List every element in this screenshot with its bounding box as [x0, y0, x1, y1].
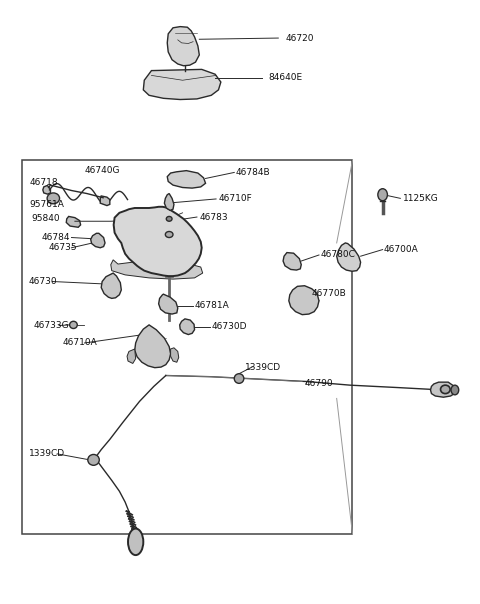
Text: 95840: 95840 [32, 214, 60, 223]
Ellipse shape [47, 193, 60, 204]
Text: 46730: 46730 [28, 277, 57, 286]
Polygon shape [167, 171, 205, 188]
Text: 46720: 46720 [286, 34, 314, 42]
Text: 46790: 46790 [305, 379, 333, 388]
Ellipse shape [165, 231, 173, 237]
Polygon shape [283, 252, 301, 270]
Text: 46733G: 46733G [33, 321, 69, 330]
Polygon shape [158, 294, 178, 314]
Ellipse shape [88, 454, 99, 465]
Text: 46770B: 46770B [312, 289, 347, 298]
Text: 46730D: 46730D [211, 322, 247, 331]
Polygon shape [100, 196, 110, 205]
Text: 46710F: 46710F [218, 194, 252, 204]
Ellipse shape [451, 385, 459, 395]
Bar [22, 161, 352, 534]
Text: 46780C: 46780C [321, 251, 355, 260]
Text: 1125KG: 1125KG [403, 194, 438, 203]
Text: 46735: 46735 [48, 243, 77, 252]
Text: 46783: 46783 [199, 213, 228, 222]
Text: 46718: 46718 [29, 178, 58, 187]
Polygon shape [127, 349, 136, 364]
Ellipse shape [378, 188, 387, 201]
Polygon shape [135, 325, 170, 368]
Polygon shape [164, 193, 174, 210]
Ellipse shape [70, 321, 77, 329]
Polygon shape [180, 319, 194, 335]
Polygon shape [114, 207, 202, 276]
Text: 46784B: 46784B [235, 168, 270, 177]
Polygon shape [431, 382, 456, 397]
Text: 46740G: 46740G [84, 166, 120, 175]
Text: 46710A: 46710A [63, 338, 97, 347]
Polygon shape [91, 233, 105, 248]
Polygon shape [101, 273, 121, 298]
Ellipse shape [166, 216, 172, 221]
Polygon shape [111, 260, 203, 279]
Polygon shape [170, 348, 179, 362]
Polygon shape [144, 69, 221, 100]
Text: 95761A: 95761A [29, 200, 64, 209]
Polygon shape [336, 243, 360, 271]
Ellipse shape [128, 528, 144, 555]
Text: 84640E: 84640E [269, 73, 303, 82]
Text: 1339CD: 1339CD [29, 449, 66, 458]
Polygon shape [167, 27, 199, 66]
Text: 46700A: 46700A [384, 245, 419, 254]
Ellipse shape [441, 385, 450, 394]
Polygon shape [43, 185, 50, 194]
Polygon shape [289, 286, 319, 315]
Text: 46784: 46784 [41, 233, 70, 242]
Text: 46781A: 46781A [194, 301, 229, 310]
Text: 1339CD: 1339CD [245, 362, 281, 371]
Ellipse shape [234, 374, 244, 384]
Polygon shape [66, 216, 81, 227]
